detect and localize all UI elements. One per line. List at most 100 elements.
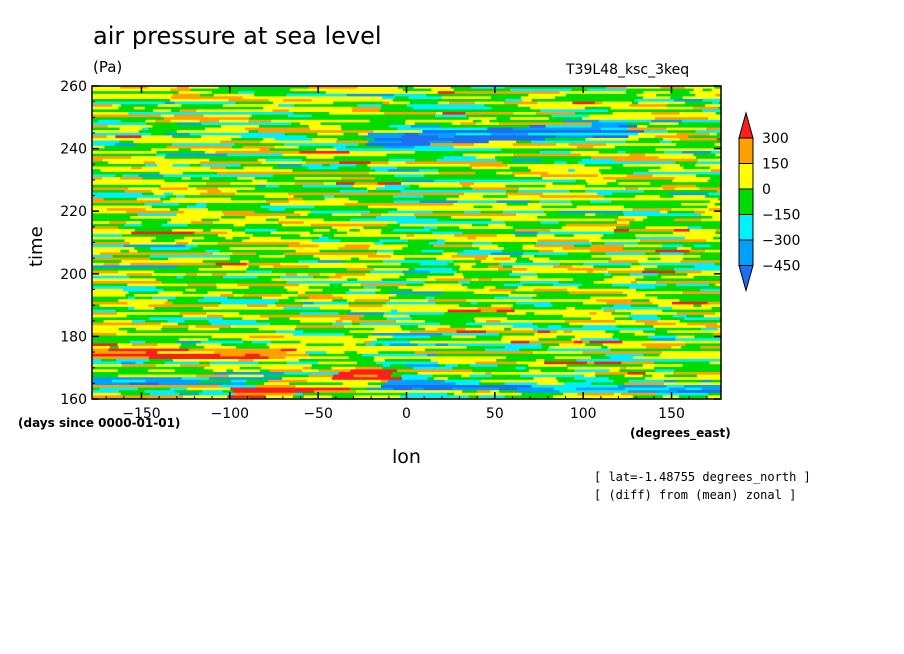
heatmap-cell xyxy=(353,249,378,253)
heatmap-cell xyxy=(506,205,543,209)
heatmap-cell xyxy=(404,348,426,352)
heatmap-cell xyxy=(291,122,301,126)
heatmap-cell xyxy=(298,226,333,230)
heatmap-cell xyxy=(275,330,304,334)
heatmap-cell xyxy=(104,145,133,149)
heatmap-cell xyxy=(509,255,523,258)
heatmap-cell xyxy=(92,161,109,165)
heatmap-cell xyxy=(706,252,721,256)
heatmap-cell xyxy=(413,86,452,89)
heatmap-cell xyxy=(251,138,264,141)
heatmap-cell xyxy=(422,130,451,134)
heatmap-cell xyxy=(333,156,373,160)
heatmap-cell xyxy=(204,156,237,160)
heatmap-cell xyxy=(375,169,389,173)
colorbar-extend-bottom xyxy=(738,265,754,293)
heatmap-cell xyxy=(437,325,451,329)
heatmap-cell xyxy=(413,213,453,217)
heatmap-cell xyxy=(555,190,571,193)
heatmap-cell xyxy=(322,353,363,357)
heatmap-cell xyxy=(533,255,542,258)
heatmap-cell xyxy=(630,281,638,284)
heatmap-cell xyxy=(597,395,634,399)
heatmap-cell xyxy=(260,205,298,209)
heatmap-cell xyxy=(171,218,183,222)
heatmap-cell xyxy=(507,145,548,149)
heatmap-cell xyxy=(407,312,446,316)
heatmap-cell xyxy=(438,364,446,368)
heatmap-cell xyxy=(92,366,115,370)
heatmap-cell xyxy=(554,161,568,165)
heatmap-cell xyxy=(270,88,291,92)
heatmap-cell xyxy=(529,125,547,128)
heatmap-cell xyxy=(259,353,291,357)
heatmap-cell xyxy=(311,364,349,368)
heatmap-cell xyxy=(546,390,560,394)
heatmap-cell xyxy=(443,249,464,253)
heatmap-cell xyxy=(630,340,661,344)
heatmap-cell xyxy=(645,252,661,256)
heatmap-cell xyxy=(92,135,99,139)
heatmap-cell xyxy=(216,96,244,100)
heatmap-cell xyxy=(273,268,313,271)
heatmap-cell xyxy=(224,106,264,110)
heatmap-cell xyxy=(546,161,555,165)
heatmap-cell xyxy=(614,145,637,149)
heatmap-cell xyxy=(369,270,403,274)
heatmap-cell xyxy=(685,387,703,391)
heatmap-cell xyxy=(239,242,272,245)
heatmap-cell xyxy=(588,114,620,118)
heatmap-cell xyxy=(336,369,351,373)
heatmap-cell xyxy=(305,161,340,165)
heatmap-cell xyxy=(398,260,429,264)
heatmap-cell xyxy=(704,210,721,214)
heatmap-cell xyxy=(575,231,615,235)
heatmap-cell xyxy=(128,291,159,295)
heatmap-cell xyxy=(506,190,519,193)
heatmap-cell xyxy=(478,288,491,292)
heatmap-cell xyxy=(123,179,141,183)
heatmap-cell xyxy=(253,203,271,206)
heatmap-cell xyxy=(134,158,154,162)
heatmap-cell xyxy=(445,364,459,368)
heatmap-cell xyxy=(626,86,662,89)
heatmap-cell xyxy=(348,197,387,201)
heatmap-cell xyxy=(314,333,346,336)
heatmap-cell xyxy=(682,364,721,368)
heatmap-cell xyxy=(401,177,430,180)
heatmap-cell xyxy=(420,262,435,266)
heatmap-cell xyxy=(383,91,410,95)
heatmap-cell xyxy=(361,93,395,97)
x-tick-label: 0 xyxy=(402,406,411,422)
heatmap-cell xyxy=(359,320,397,323)
heatmap-cell xyxy=(466,382,480,386)
heatmap-cell xyxy=(294,104,314,108)
heatmap-cell xyxy=(247,143,285,147)
heatmap-cell xyxy=(582,325,618,329)
heatmap-cell xyxy=(540,369,575,373)
heatmap-cell xyxy=(222,330,243,334)
heatmap-cell xyxy=(474,257,487,261)
heatmap-cell xyxy=(402,88,432,92)
heatmap-cell xyxy=(517,387,555,391)
heatmap-cell xyxy=(540,174,563,178)
heatmap-cell xyxy=(556,143,570,147)
heatmap-cell xyxy=(534,197,575,201)
heatmap-cell xyxy=(572,203,596,206)
heatmap-cell xyxy=(277,187,295,191)
heatmap-cell xyxy=(506,312,527,316)
heatmap-cell xyxy=(137,184,162,188)
heatmap-cell xyxy=(107,156,132,160)
heatmap-cell xyxy=(275,392,296,396)
heatmap-cell xyxy=(698,101,713,105)
heatmap-cell xyxy=(327,174,352,178)
heatmap-cell xyxy=(400,395,436,399)
y-units-label: (days since 0000-01-01) xyxy=(18,416,181,430)
heatmap-cell xyxy=(616,226,647,230)
heatmap-cell xyxy=(106,216,131,219)
heatmap-cell xyxy=(92,320,105,323)
heatmap-cell xyxy=(300,213,309,217)
heatmap-cell xyxy=(717,327,721,331)
heatmap-cell xyxy=(454,135,476,139)
heatmap-cell xyxy=(499,333,535,336)
